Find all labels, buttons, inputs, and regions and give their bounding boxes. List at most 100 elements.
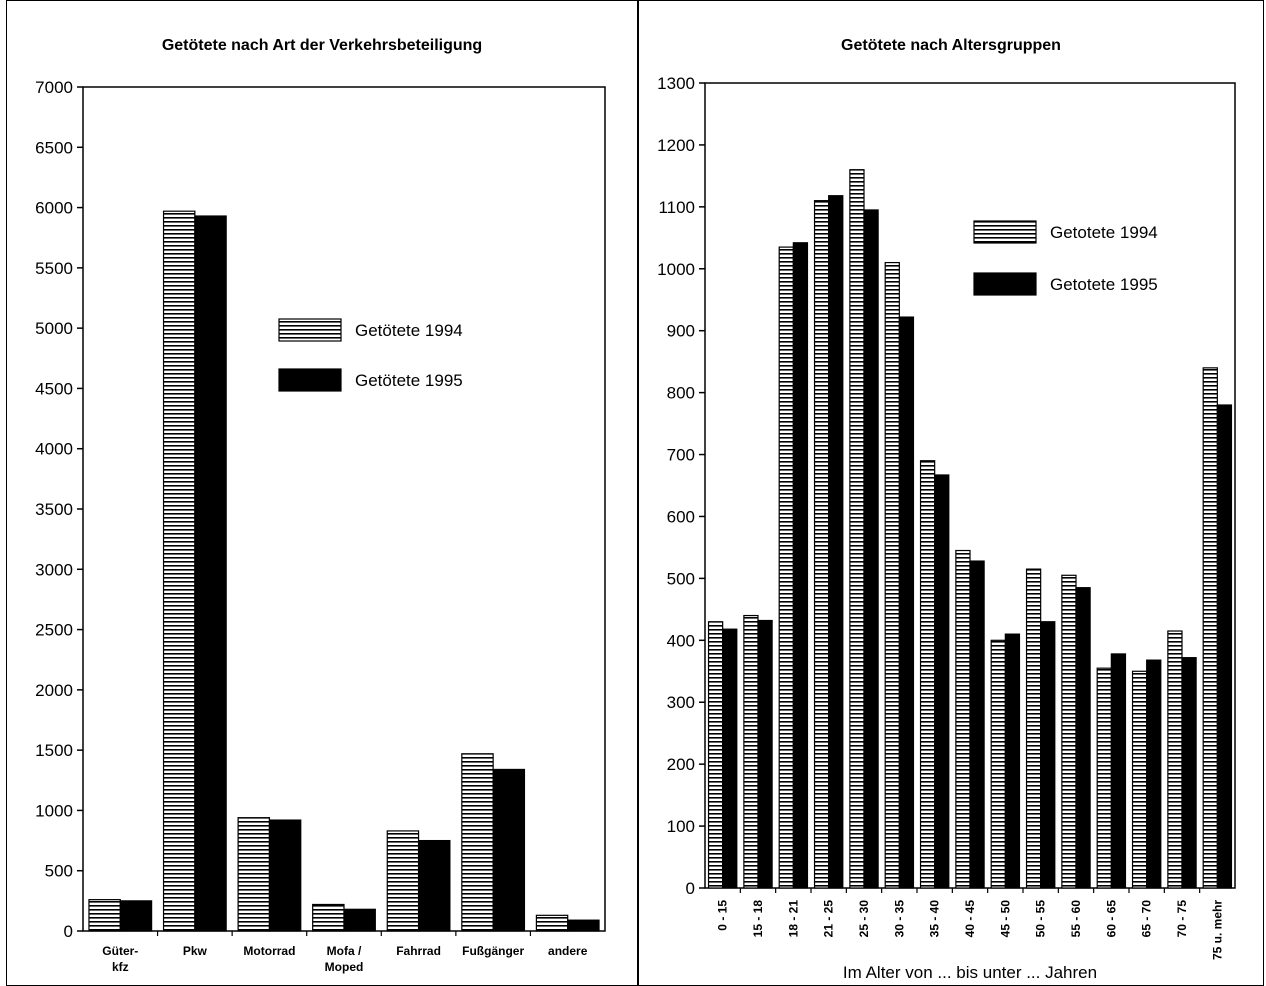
x-tick-label: Pkw xyxy=(183,944,208,958)
x-tick-label: 18 - 21 xyxy=(786,900,800,938)
legend-label: Getotete 1994 xyxy=(1050,223,1158,242)
bar-series-1995 xyxy=(343,908,376,932)
legend-swatch xyxy=(973,220,1037,244)
bar-series-1995 xyxy=(119,900,153,932)
y-tick-label: 1000 xyxy=(657,260,695,279)
bar-series-1995 xyxy=(1075,587,1091,889)
bar-series-1995 xyxy=(1110,653,1127,889)
bar-series-1995 xyxy=(898,316,915,889)
x-tick-label: 0 - 15 xyxy=(716,900,730,931)
bar-series-1995 xyxy=(417,839,451,932)
chart-title: Getötete nach Altersgruppen xyxy=(841,37,1061,54)
bar-series-1995 xyxy=(567,919,600,932)
y-tick-label: 0 xyxy=(686,879,695,898)
chart-right-svg: 0 100 200 300 400 500 600 700 800 900 1000 1100 1200… xyxy=(657,74,1236,982)
bar-series-1995 xyxy=(1040,621,1056,889)
legend-swatch xyxy=(973,272,1037,296)
chart-panel-left: Getötete nach Art der Verkehrsbeteiligun… xyxy=(6,0,638,986)
bar-series-1994 xyxy=(1025,568,1042,889)
y-tick-label: 7000 xyxy=(35,78,73,97)
y-tick-label: 4000 xyxy=(35,440,73,459)
bar-series-1995 xyxy=(757,619,773,889)
x-tick-label: Motorrad xyxy=(243,944,295,958)
bar-series-1995 xyxy=(934,474,950,889)
x-tick-label: 25 - 30 xyxy=(857,900,871,938)
y-tick-label: 2000 xyxy=(35,681,73,700)
bar-series-1995 xyxy=(863,209,879,889)
legend-label: Getötete 1995 xyxy=(355,371,463,390)
y-tick-label: 6000 xyxy=(35,199,73,218)
bar-series-1994 xyxy=(1202,367,1218,889)
x-tick-label: 30 - 35 xyxy=(892,900,906,938)
x-tick-label: 35 - 40 xyxy=(928,900,942,938)
x-tick-label: Moped xyxy=(325,960,364,974)
bar-series-1994 xyxy=(990,639,1006,889)
bar-series-1994 xyxy=(1096,667,1112,889)
y-tick-label: 5000 xyxy=(35,319,73,338)
x-tick-label: Mofa / xyxy=(327,944,362,958)
chart-left-svg: 0 500 1000 1500 2000 2500 3000 3500 4000 4500 5000… xyxy=(35,78,606,974)
x-tick-label: kfz xyxy=(112,960,129,974)
bar-series-1994 xyxy=(162,210,196,932)
x-tick-label: 45 - 50 xyxy=(998,900,1012,938)
y-tick-label: 0 xyxy=(64,922,73,941)
bar-series-1994 xyxy=(707,621,724,889)
bar-series-1994 xyxy=(849,169,865,889)
y-tick-label: 1500 xyxy=(35,741,73,760)
x-tick-label: Fußgänger xyxy=(462,944,524,958)
y-tick-label: 600 xyxy=(667,507,695,526)
y-tick-label: 200 xyxy=(667,755,695,774)
bar-series-1994 xyxy=(1167,630,1183,889)
bar-series-1994 xyxy=(813,200,830,889)
x-axis-title: Im Alter von ... bis unter ... Jahren xyxy=(843,963,1097,982)
bar-series-1994 xyxy=(1061,574,1077,889)
x-tick-label: Fahrrad xyxy=(396,944,441,958)
legend-label: Getötete 1994 xyxy=(355,321,463,340)
legend-swatch xyxy=(278,368,342,392)
plot-area xyxy=(82,86,606,932)
bar-series-1994 xyxy=(461,753,494,932)
y-tick-label: 800 xyxy=(667,384,695,403)
y-tick-label: 1100 xyxy=(658,198,695,217)
chart-panel-right: Getötete nach Altersgruppen 0 100 200 300 40… xyxy=(638,0,1264,986)
y-tick-label: 400 xyxy=(667,631,695,650)
y-tick-label: 3500 xyxy=(35,500,73,519)
chart-title: Getötete nach Art der Verkehrsbeteiligun… xyxy=(161,37,483,54)
bar-series-1994 xyxy=(955,549,971,889)
y-tick-label: 6500 xyxy=(35,138,73,157)
y-tick-label: 700 xyxy=(667,446,695,465)
y-tick-label: 3000 xyxy=(35,560,73,579)
bar-series-1994 xyxy=(312,903,345,932)
legend-label: Getotete 1995 xyxy=(1050,275,1158,294)
bar-series-1995 xyxy=(722,628,738,889)
y-tick-label: 2500 xyxy=(35,621,73,640)
bar-series-1994 xyxy=(535,914,569,932)
y-tick-label: 100 xyxy=(667,817,695,836)
bar-series-1994 xyxy=(386,830,420,932)
bar-series-1995 xyxy=(1004,633,1021,889)
x-tick-label: 65 - 70 xyxy=(1140,900,1154,938)
y-tick-label: 4500 xyxy=(35,379,73,398)
legend-swatch xyxy=(278,318,342,342)
x-tick-label: 75 u. mehr xyxy=(1210,900,1224,960)
y-tick-label: 1300 xyxy=(657,74,695,93)
bar-series-1995 xyxy=(1216,404,1233,889)
bar-series-1995 xyxy=(268,819,302,932)
x-tick-label: Güter- xyxy=(102,944,138,958)
bar-series-1994 xyxy=(778,246,794,889)
x-tick-label: 50 - 55 xyxy=(1034,900,1048,938)
bar-series-1995 xyxy=(792,242,809,889)
bar-series-1994 xyxy=(237,817,271,932)
y-tick-label: 1200 xyxy=(657,136,695,155)
bar-series-1995 xyxy=(1181,657,1197,889)
x-tick-label: 40 - 45 xyxy=(963,900,977,938)
y-tick-label: 5500 xyxy=(35,259,73,278)
x-tick-label: andere xyxy=(548,944,588,958)
bar-series-1994 xyxy=(919,460,936,889)
bar-series-1994 xyxy=(1131,670,1148,889)
x-tick-label: 21 - 25 xyxy=(822,900,836,938)
bar-series-1994 xyxy=(743,614,759,889)
y-tick-label: 900 xyxy=(667,322,695,341)
y-tick-label: 300 xyxy=(667,693,695,712)
x-tick-label: 70 - 75 xyxy=(1175,900,1189,938)
